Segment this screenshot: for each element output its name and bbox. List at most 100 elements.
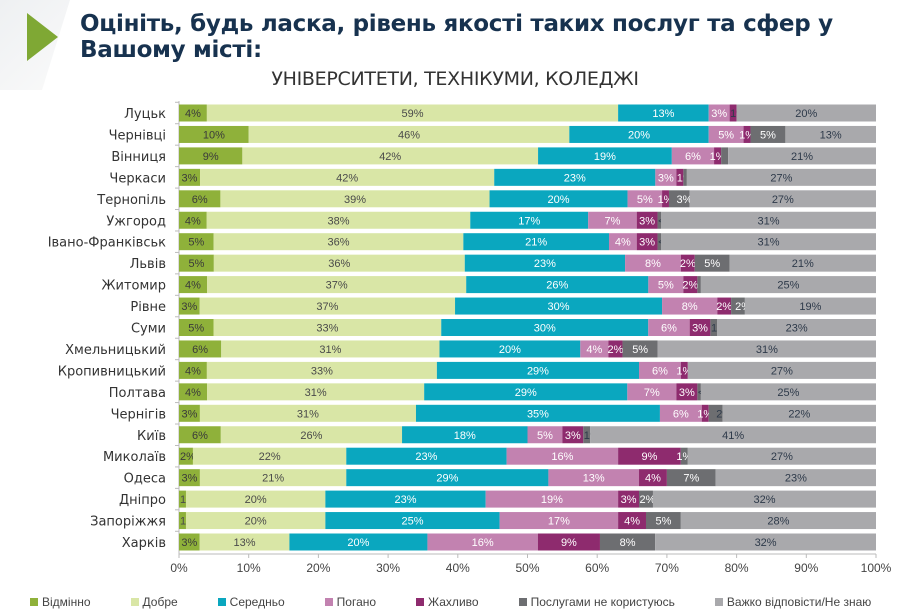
bar-segment: [722, 404, 876, 422]
data-label: 25%: [777, 387, 799, 399]
data-label: 5%: [537, 430, 553, 442]
bar-segment: [527, 426, 563, 444]
data-label: 3%: [676, 194, 692, 206]
data-label: 5%: [188, 237, 204, 249]
bar-segment: [179, 104, 207, 122]
data-label: 4%: [615, 237, 631, 249]
bar-segment: [636, 233, 658, 251]
bar-segment: [179, 490, 186, 508]
category-label: Рівне: [130, 300, 166, 315]
bar-segment: [248, 125, 570, 143]
bar-segment: [599, 533, 656, 551]
category-label: Запоріжжя: [90, 515, 166, 530]
bar-segment: [700, 383, 876, 401]
legend-item: Середньо: [217, 595, 285, 609]
legend-swatch: [518, 598, 527, 606]
data-label: 5%: [760, 129, 776, 141]
bar-segment: [206, 104, 619, 122]
data-label: 2%: [608, 344, 624, 356]
data-label: 20%: [245, 494, 267, 506]
bar-segment: [207, 276, 467, 294]
bar-segment: [639, 469, 667, 487]
data-label: 21%: [791, 151, 813, 163]
bar-segment: [179, 147, 243, 165]
data-label: 3%: [181, 537, 197, 549]
data-label: 3%: [711, 108, 727, 120]
data-label: 59%: [401, 108, 423, 120]
bar-segment: [325, 490, 486, 508]
data-label: 20%: [795, 108, 817, 120]
category-label: Черкаси: [109, 171, 166, 186]
bar-segment: [717, 319, 876, 336]
data-label: 23%: [415, 451, 437, 463]
data-label: 42%: [379, 151, 401, 163]
category-label: Миколаїв: [103, 450, 166, 465]
bar-segment: [427, 533, 538, 551]
bar-segment: [687, 447, 876, 465]
data-label: 31%: [757, 215, 779, 227]
chart-legend: Відмінно Добре Середньо Погано Жахливо Послуг…: [30, 595, 900, 609]
data-label: 6%: [685, 151, 701, 163]
legend-label: Послугами не користуюсь: [530, 595, 675, 609]
bar-segment: [464, 254, 626, 272]
bar-segment: [206, 361, 437, 379]
data-label: 30%: [548, 301, 570, 313]
data-label: 5%: [188, 258, 204, 270]
bar-segment: [680, 512, 876, 530]
legend-item: Погано: [324, 595, 377, 609]
data-label: 27%: [771, 365, 793, 377]
bar-segment: [657, 233, 662, 251]
bar-segment: [179, 125, 249, 143]
bar-segment: [192, 447, 347, 465]
data-label: 20%: [628, 129, 650, 141]
bar-segment: [179, 426, 221, 444]
bar-segment: [659, 404, 702, 422]
category-label: Хмельницький: [65, 343, 166, 358]
legend-item: Відмінно: [30, 595, 91, 609]
data-label: 31%: [757, 237, 779, 249]
bar-segment: [680, 447, 688, 465]
bar-segment: [655, 533, 876, 551]
data-label: 19%: [541, 494, 563, 506]
legend-swatch: [416, 598, 425, 606]
bar-segment: [200, 168, 495, 186]
bar-segment: [485, 490, 619, 508]
data-label: 6%: [673, 408, 689, 420]
data-label: 25%: [401, 516, 423, 528]
bar-segment: [694, 254, 730, 272]
bar-segment: [627, 190, 663, 208]
bar-segment: [179, 404, 200, 422]
bar-segment: [618, 512, 646, 530]
legend-item: Жахливо: [416, 595, 479, 609]
bar-segment: [499, 512, 619, 530]
data-label: 36%: [327, 237, 349, 249]
data-label: 4%: [185, 387, 201, 399]
x-tick-label: 80%: [725, 561, 749, 575]
page-title: Оцініть, будь ласка, рівень якості таких…: [80, 11, 833, 63]
legend-label: Погано: [336, 595, 377, 609]
bar-segment: [708, 404, 723, 422]
bar-segment: [680, 254, 695, 272]
bar-segment: [346, 447, 507, 465]
bar-segment: [618, 104, 709, 122]
bar-segment: [648, 319, 690, 336]
category-label: Житомир: [102, 279, 167, 294]
bar-segment: [618, 490, 640, 508]
data-label: 27%: [772, 194, 794, 206]
bar-segment: [639, 490, 653, 508]
data-label: 3%: [565, 430, 581, 442]
bar-segment: [657, 340, 876, 358]
data-label: 7%: [644, 387, 660, 399]
legend-swatch: [217, 598, 226, 606]
data-label: 8%: [645, 258, 661, 270]
bar-segment: [608, 340, 623, 358]
data-label: 4%: [185, 108, 201, 120]
x-tick-label: 70%: [655, 561, 679, 575]
data-label: 3%: [621, 494, 637, 506]
data-label: 23%: [786, 323, 808, 335]
data-label: 26%: [546, 280, 568, 292]
data-label: 4%: [185, 365, 201, 377]
data-label: 21%: [525, 237, 547, 249]
bar-segment: [580, 340, 609, 358]
data-label: 16%: [551, 451, 573, 463]
